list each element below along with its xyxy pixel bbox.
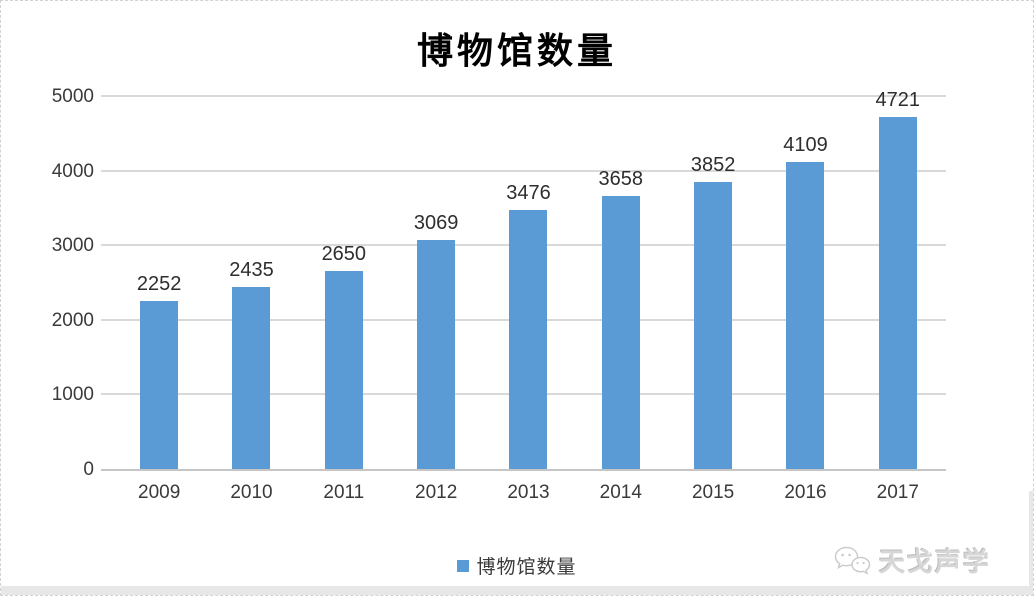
x-tick-label: 2015 — [691, 482, 735, 503]
bar-slot: 3852 — [667, 96, 759, 469]
bar-slot: 3476 — [482, 96, 574, 469]
legend: 博物馆数量 — [1, 552, 1033, 579]
chart-title: 博物馆数量 — [416, 30, 617, 72]
gridline — [101, 95, 946, 97]
bar-value-label: 4721 — [875, 88, 921, 111]
bar — [324, 271, 363, 469]
bar-slot: 3658 — [575, 96, 667, 469]
bar — [140, 301, 179, 469]
x-tick-label: 2016 — [784, 482, 827, 503]
bar-value-label: 2650 — [321, 243, 367, 266]
bars-layer: 2252 2435 2650 3069 3476 3658 3852 4109 4721 — [101, 89, 946, 469]
x-tick-label: 2011 — [323, 482, 365, 503]
y-tick-label: 3000 — [51, 235, 94, 257]
bar-value-label: 3658 — [598, 168, 644, 191]
plot-area: 0 1000 2000 3000 4000 5000 2252 2435 2650 3069 34… — [52, 87, 946, 503]
wechat-icon — [834, 546, 871, 575]
bar-slot: 4109 — [759, 96, 851, 469]
bar-slot: 2650 — [298, 96, 390, 469]
x-tick-label: 2012 — [415, 482, 458, 503]
bar-slot: 2435 — [205, 96, 297, 469]
y-tick-label: 4000 — [51, 160, 94, 182]
bar — [601, 196, 640, 469]
bar — [509, 209, 548, 469]
bar — [878, 116, 917, 469]
bar-value-label: 2252 — [136, 273, 182, 296]
bar-value-label: 4109 — [783, 134, 828, 157]
x-tick-label: 2013 — [507, 482, 550, 503]
y-tick-label: 2000 — [51, 309, 94, 331]
bar — [786, 162, 825, 469]
scrollbar-fragment — [1029, 491, 1033, 586]
bar-value-label: 3852 — [690, 153, 736, 176]
bar-slot: 3069 — [390, 96, 482, 469]
bar-slot: 2252 — [113, 96, 205, 469]
x-tick-label: 2010 — [230, 482, 273, 503]
legend-marker — [457, 559, 470, 572]
watermark: 天戈声学 — [834, 542, 991, 579]
bar-value-label: 3476 — [506, 181, 551, 204]
legend-label: 博物馆数量 — [476, 557, 577, 578]
bar-value-label: 3069 — [413, 212, 459, 235]
x-tick-label: 2009 — [138, 482, 181, 503]
window-edge-bottom — [1, 586, 1033, 595]
gridline — [101, 169, 946, 172]
bar — [694, 181, 733, 469]
watermark-text: 天戈声学 — [878, 547, 991, 577]
bar — [417, 240, 456, 469]
y-tick-label: 0 — [83, 458, 94, 480]
y-tick-label: 1000 — [51, 384, 94, 406]
x-tick-label: 2014 — [599, 482, 642, 503]
y-tick-label: 5000 — [51, 85, 94, 107]
x-axis-labels: 2009 2010 2011 2012 2013 2014 2015 2016 2017 — [101, 482, 946, 504]
x-tick-label: 2017 — [876, 482, 919, 503]
bar-value-label: 2435 — [229, 259, 274, 282]
bar — [232, 287, 271, 469]
bar-slot: 4721 — [852, 89, 944, 469]
